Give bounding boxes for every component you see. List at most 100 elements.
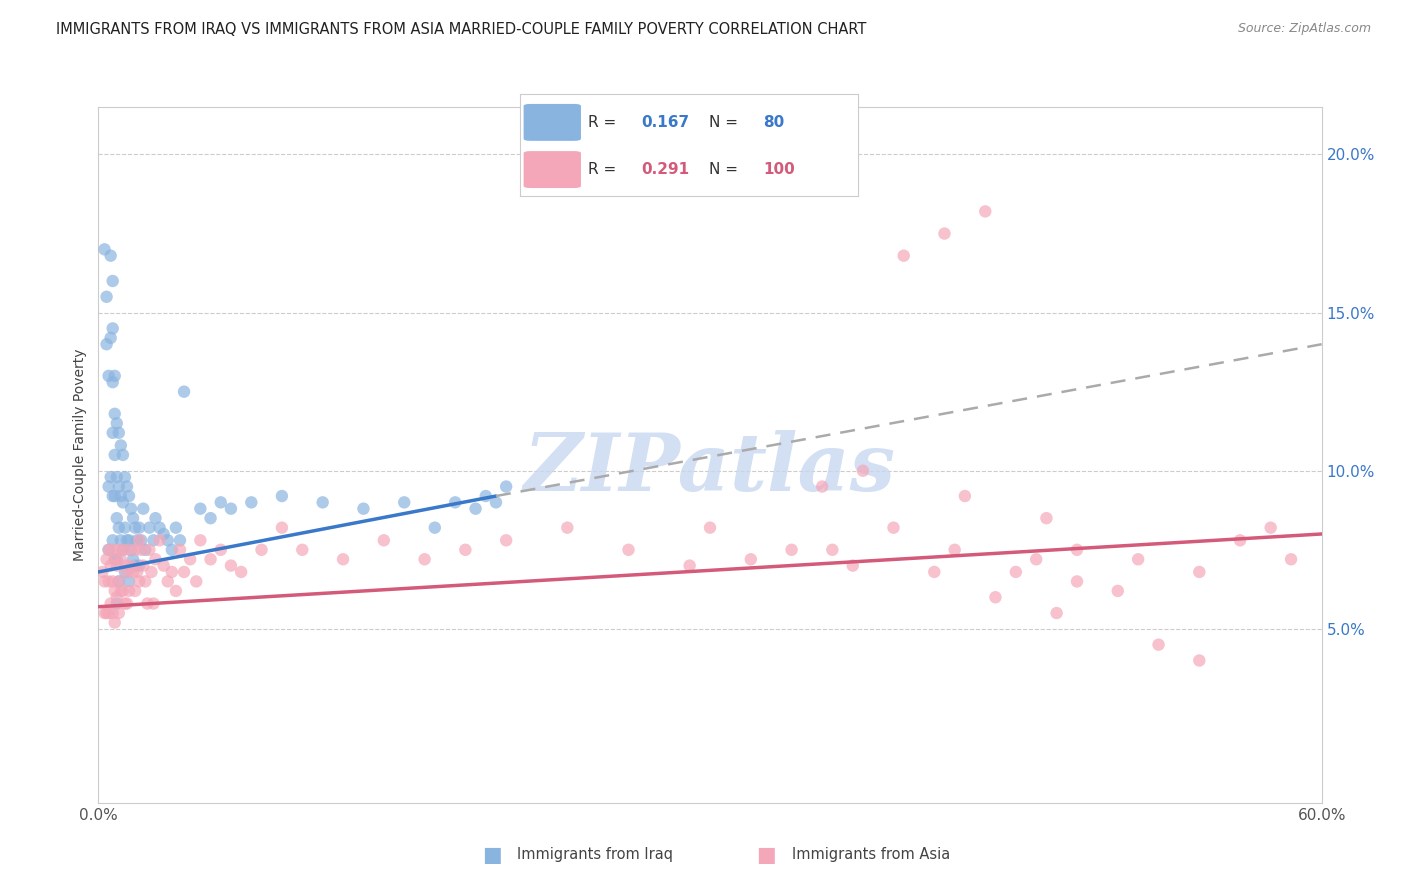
Text: N =: N = — [709, 162, 742, 178]
Point — [101, 606, 124, 620]
Text: Immigrants from Asia: Immigrants from Asia — [792, 847, 950, 862]
Point — [145, 552, 167, 566]
Point — [97, 479, 120, 493]
Point — [97, 542, 120, 557]
Point — [165, 583, 187, 598]
Point — [291, 542, 314, 557]
Point — [101, 274, 124, 288]
Text: 100: 100 — [763, 162, 794, 178]
Point — [128, 533, 150, 548]
Point — [165, 521, 187, 535]
Point — [100, 470, 122, 484]
Point — [934, 227, 956, 241]
Point — [495, 479, 517, 493]
Point — [270, 489, 294, 503]
Point — [883, 521, 905, 535]
Point — [186, 574, 208, 589]
Point — [115, 479, 138, 493]
Point — [114, 565, 136, 579]
Point — [974, 204, 997, 219]
Point — [120, 501, 142, 516]
Point — [124, 583, 146, 598]
Point — [219, 501, 242, 516]
Point — [474, 489, 498, 503]
Point — [423, 521, 446, 535]
Point — [156, 574, 179, 589]
Point — [209, 542, 232, 557]
Point — [120, 542, 142, 557]
Point — [1279, 552, 1302, 566]
Point — [108, 521, 131, 535]
Point — [169, 533, 191, 548]
Point — [413, 552, 436, 566]
Point — [101, 574, 124, 589]
Point — [111, 448, 134, 462]
Point — [699, 521, 721, 535]
Point — [108, 542, 131, 557]
Point — [128, 574, 150, 589]
Point — [105, 558, 128, 573]
Point — [852, 464, 875, 478]
Point — [124, 542, 146, 557]
Point — [96, 552, 118, 566]
Point — [138, 542, 160, 557]
Text: ZIPatlas: ZIPatlas — [524, 430, 896, 508]
Text: 0.167: 0.167 — [641, 115, 690, 130]
Point — [132, 558, 155, 573]
Point — [1188, 653, 1211, 667]
Point — [134, 574, 156, 589]
Point — [111, 542, 134, 557]
Point — [129, 533, 152, 548]
Point — [209, 495, 232, 509]
Point — [250, 542, 273, 557]
Point — [145, 511, 167, 525]
Point — [1147, 638, 1170, 652]
Point — [104, 407, 127, 421]
Point — [118, 533, 141, 548]
Point — [312, 495, 335, 509]
Y-axis label: Married-Couple Family Poverty: Married-Couple Family Poverty — [73, 349, 87, 561]
Point — [124, 558, 146, 573]
Text: ■: ■ — [482, 845, 502, 864]
Point — [104, 615, 127, 630]
Point — [108, 425, 131, 440]
Point — [557, 521, 579, 535]
Point — [124, 521, 146, 535]
Point — [105, 552, 128, 566]
Point — [97, 606, 120, 620]
Point — [128, 521, 150, 535]
Point — [104, 552, 127, 566]
Point — [138, 521, 160, 535]
Point — [104, 552, 127, 566]
Point — [160, 542, 183, 557]
Point — [142, 597, 165, 611]
Point — [110, 489, 132, 503]
Point — [1025, 552, 1047, 566]
Point — [1004, 565, 1026, 579]
Point — [240, 495, 263, 509]
Point — [129, 542, 152, 557]
Point — [100, 558, 122, 573]
Point — [141, 565, 163, 579]
Point — [841, 558, 863, 573]
Point — [115, 597, 138, 611]
Text: R =: R = — [588, 162, 621, 178]
Point — [122, 565, 145, 579]
Text: R =: R = — [588, 115, 621, 130]
Point — [173, 565, 195, 579]
Point — [91, 565, 114, 579]
Point — [110, 533, 132, 548]
Point — [101, 489, 124, 503]
Point — [495, 533, 517, 548]
Point — [114, 470, 136, 484]
Point — [984, 591, 1007, 605]
Point — [118, 489, 141, 503]
Point — [122, 511, 145, 525]
Point — [93, 574, 115, 589]
Point — [485, 495, 508, 509]
Point — [100, 597, 122, 611]
Text: N =: N = — [709, 115, 742, 130]
Point — [134, 542, 156, 557]
Point — [101, 533, 124, 548]
Point — [893, 249, 915, 263]
